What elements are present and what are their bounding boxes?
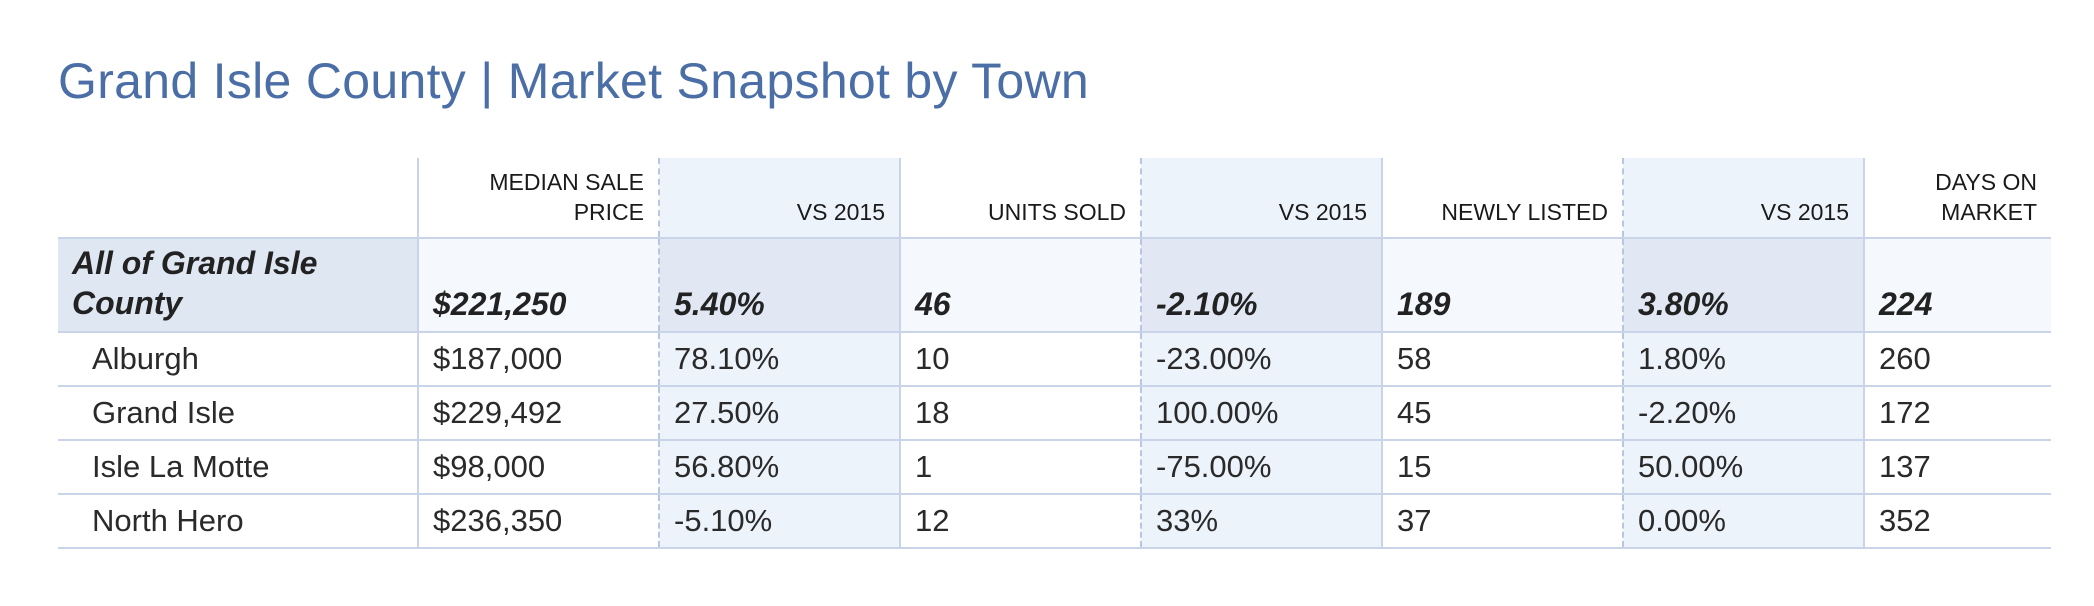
- town-name: Grand Isle: [58, 386, 418, 441]
- newly-listed: 37: [1381, 494, 1623, 549]
- summary-units-vs-2015: -2.10%: [1140, 238, 1382, 333]
- table-row: North Hero $236,350 -5.10% 12 33% 37 0.0…: [58, 494, 2051, 549]
- header-price-vs-2015: VS 2015: [658, 158, 900, 239]
- days-on-market: 172: [1863, 386, 2051, 441]
- summary-newly-listed: 189: [1381, 238, 1623, 333]
- summary-town: All of Grand Isle County: [58, 238, 418, 333]
- newly-listed: 45: [1381, 386, 1623, 441]
- units-vs-2015: -75.00%: [1140, 440, 1382, 495]
- median-sale-price: $229,492: [417, 386, 659, 441]
- median-sale-price: $98,000: [417, 440, 659, 495]
- listed-vs-2015: -2.20%: [1622, 386, 1864, 441]
- table-row: Isle La Motte $98,000 56.80% 1 -75.00% 1…: [58, 440, 2051, 495]
- header-row: MEDIAN SALE PRICE VS 2015 UNITS SOLD VS …: [58, 158, 2051, 239]
- days-on-market: 137: [1863, 440, 2051, 495]
- units-sold: 18: [899, 386, 1141, 441]
- median-sale-price: $236,350: [417, 494, 659, 549]
- summary-median-sale-price: $221,250: [417, 238, 659, 333]
- header-days-on-market: DAYS ON MARKET: [1863, 158, 2051, 239]
- price-vs-2015: 78.10%: [658, 332, 900, 387]
- header-town-blank: [58, 158, 418, 239]
- newly-listed: 58: [1381, 332, 1623, 387]
- table-row: Grand Isle $229,492 27.50% 18 100.00% 45…: [58, 386, 2051, 441]
- table-row: Alburgh $187,000 78.10% 10 -23.00% 58 1.…: [58, 332, 2051, 387]
- summary-price-vs-2015: 5.40%: [658, 238, 900, 333]
- price-vs-2015: 56.80%: [658, 440, 900, 495]
- header-units-vs-2015: VS 2015: [1140, 158, 1382, 239]
- units-vs-2015: 100.00%: [1140, 386, 1382, 441]
- town-name: Alburgh: [58, 332, 418, 387]
- header-units-sold: UNITS SOLD: [899, 158, 1141, 239]
- median-sale-price: $187,000: [417, 332, 659, 387]
- units-vs-2015: -23.00%: [1140, 332, 1382, 387]
- days-on-market: 260: [1863, 332, 2051, 387]
- listed-vs-2015: 50.00%: [1622, 440, 1864, 495]
- summary-days-on-market: 224: [1863, 238, 2051, 333]
- newly-listed: 15: [1381, 440, 1623, 495]
- summary-units-sold: 46: [899, 238, 1141, 333]
- town-name: Isle La Motte: [58, 440, 418, 495]
- units-sold: 12: [899, 494, 1141, 549]
- market-snapshot-table: MEDIAN SALE PRICE VS 2015 UNITS SOLD VS …: [58, 158, 2051, 549]
- price-vs-2015: 27.50%: [658, 386, 900, 441]
- listed-vs-2015: 0.00%: [1622, 494, 1864, 549]
- header-newly-listed: NEWLY LISTED: [1381, 158, 1623, 239]
- summary-listed-vs-2015: 3.80%: [1622, 238, 1864, 333]
- header-listed-vs-2015: VS 2015: [1622, 158, 1864, 239]
- listed-vs-2015: 1.80%: [1622, 332, 1864, 387]
- summary-row: All of Grand Isle County $221,250 5.40% …: [58, 238, 2051, 333]
- page-title: Grand Isle County | Market Snapshot by T…: [58, 53, 1090, 109]
- town-name: North Hero: [58, 494, 418, 549]
- units-sold: 1: [899, 440, 1141, 495]
- units-sold: 10: [899, 332, 1141, 387]
- header-median-sale-price: MEDIAN SALE PRICE: [417, 158, 659, 239]
- days-on-market: 352: [1863, 494, 2051, 549]
- units-vs-2015: 33%: [1140, 494, 1382, 549]
- price-vs-2015: -5.10%: [658, 494, 900, 549]
